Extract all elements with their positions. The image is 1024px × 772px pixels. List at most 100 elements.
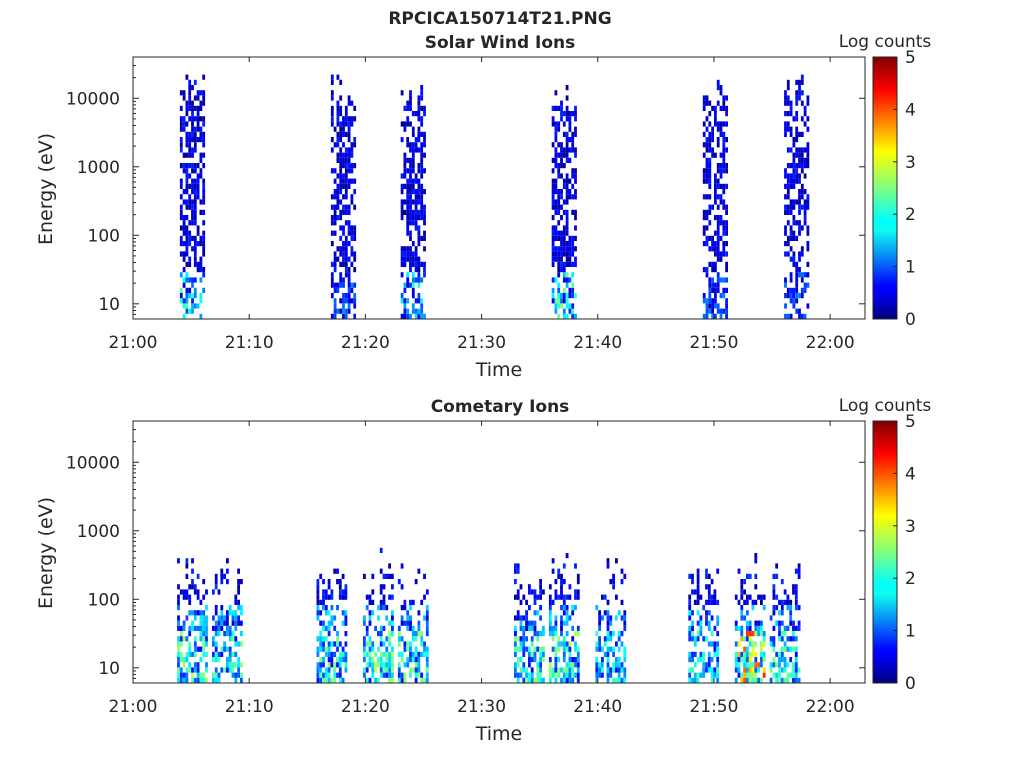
heatmap-cell (797, 563, 801, 569)
heatmap-cell (214, 605, 218, 611)
heatmap-cell (606, 615, 610, 621)
heatmap-cell (562, 111, 566, 117)
heatmap-cell (322, 594, 325, 600)
heatmap-cell (565, 209, 569, 215)
heatmap-cell (789, 277, 793, 283)
heatmap-cell (339, 272, 343, 278)
heatmap-cell (338, 579, 342, 585)
heatmap-cell (530, 620, 534, 626)
heatmap-cell (191, 137, 194, 143)
heatmap-cell (327, 625, 331, 631)
heatmap-cell (595, 677, 599, 683)
heatmap-cell (557, 194, 561, 200)
heatmap-cell (339, 225, 343, 231)
heatmap-cell (696, 589, 700, 595)
heatmap-cell (350, 194, 354, 200)
heatmap-cell (554, 579, 558, 585)
heatmap-cell (182, 313, 186, 319)
heatmap-cell (344, 584, 348, 590)
heatmap-cell (574, 657, 577, 663)
heatmap-cell (574, 646, 577, 652)
heatmap-cell (719, 183, 723, 189)
heatmap-cell (420, 298, 424, 304)
heatmap-cell (193, 277, 197, 283)
heatmap-cell (798, 194, 801, 200)
heatmap-cell (702, 662, 706, 668)
heatmap-cell (716, 303, 720, 309)
heatmap-cell (562, 261, 566, 267)
heatmap-cell (191, 579, 194, 585)
heatmap-cell (530, 672, 534, 678)
heatmap-cell (240, 579, 243, 585)
heatmap-cell (406, 209, 410, 215)
heatmap-cell (406, 178, 410, 184)
heatmap-cell (425, 620, 429, 626)
heatmap-cell (185, 308, 189, 314)
heatmap-cell (342, 204, 345, 210)
heatmap-cell (514, 636, 517, 642)
heatmap-cell (193, 615, 197, 621)
heatmap-cell (339, 121, 343, 127)
heatmap-cell (565, 142, 569, 148)
heatmap-cell (344, 183, 348, 189)
heatmap-cell (191, 178, 194, 184)
heatmap-cell (339, 209, 343, 215)
heatmap-cell (574, 173, 577, 179)
heatmap-cell (792, 116, 796, 122)
heatmap-cell (705, 303, 709, 309)
heatmap-cell (185, 183, 189, 189)
heatmap-cell (339, 105, 343, 111)
heatmap-cell (562, 267, 566, 273)
heatmap-cell (414, 209, 418, 215)
heatmap-cell (557, 152, 561, 158)
heatmap-cell (710, 672, 714, 678)
heatmap-cell (202, 651, 206, 657)
heatmap-cell (338, 584, 342, 590)
heatmap-cell (339, 79, 343, 85)
heatmap-cell (353, 204, 357, 210)
heatmap-cell (725, 267, 728, 273)
heatmap-cell (196, 105, 200, 111)
heatmap-cell (565, 199, 569, 205)
heatmap-cell (798, 131, 801, 137)
heatmap-cell (228, 651, 232, 657)
heatmap-cell (397, 662, 401, 668)
heatmap-cell (516, 662, 520, 668)
heatmap-cell (551, 636, 555, 642)
heatmap-cell (780, 605, 784, 611)
heatmap-cell (409, 235, 412, 241)
heatmap-cell (188, 662, 192, 668)
heatmap-cell (193, 662, 197, 668)
heatmap-cell (409, 605, 412, 611)
heatmap-cell (571, 293, 575, 299)
heatmap-cell (536, 667, 540, 673)
heatmap-cell (319, 610, 323, 616)
heatmap-cell (336, 142, 340, 148)
heatmap-cell (702, 131, 706, 137)
heatmap-cell (562, 121, 566, 127)
heatmap-cell (409, 261, 412, 267)
heatmap-cell (609, 672, 613, 678)
heatmap-cell (403, 183, 407, 189)
heatmap-cell (562, 563, 566, 569)
heatmap-cell (609, 667, 613, 673)
heatmap-cell (792, 261, 796, 267)
heatmap-cell (754, 677, 758, 683)
heatmap-cell (342, 308, 345, 314)
heatmap-cell (803, 220, 807, 226)
heatmap-cell (557, 126, 561, 132)
heatmap-cell (330, 605, 334, 611)
heatmap-cell (740, 631, 744, 637)
heatmap-cell (188, 308, 192, 314)
heatmap-cell (743, 677, 746, 683)
heatmap-cell (423, 267, 426, 273)
heatmap-cell (762, 605, 766, 611)
heatmap-cell (330, 641, 334, 647)
heatmap-cell (319, 599, 323, 605)
heatmap-cell (620, 641, 624, 647)
heatmap-cell (350, 298, 354, 304)
heatmap-cell (786, 173, 790, 179)
heatmap-cell (803, 204, 807, 210)
heatmap-cell (737, 651, 741, 657)
heatmap-cell (601, 672, 604, 678)
